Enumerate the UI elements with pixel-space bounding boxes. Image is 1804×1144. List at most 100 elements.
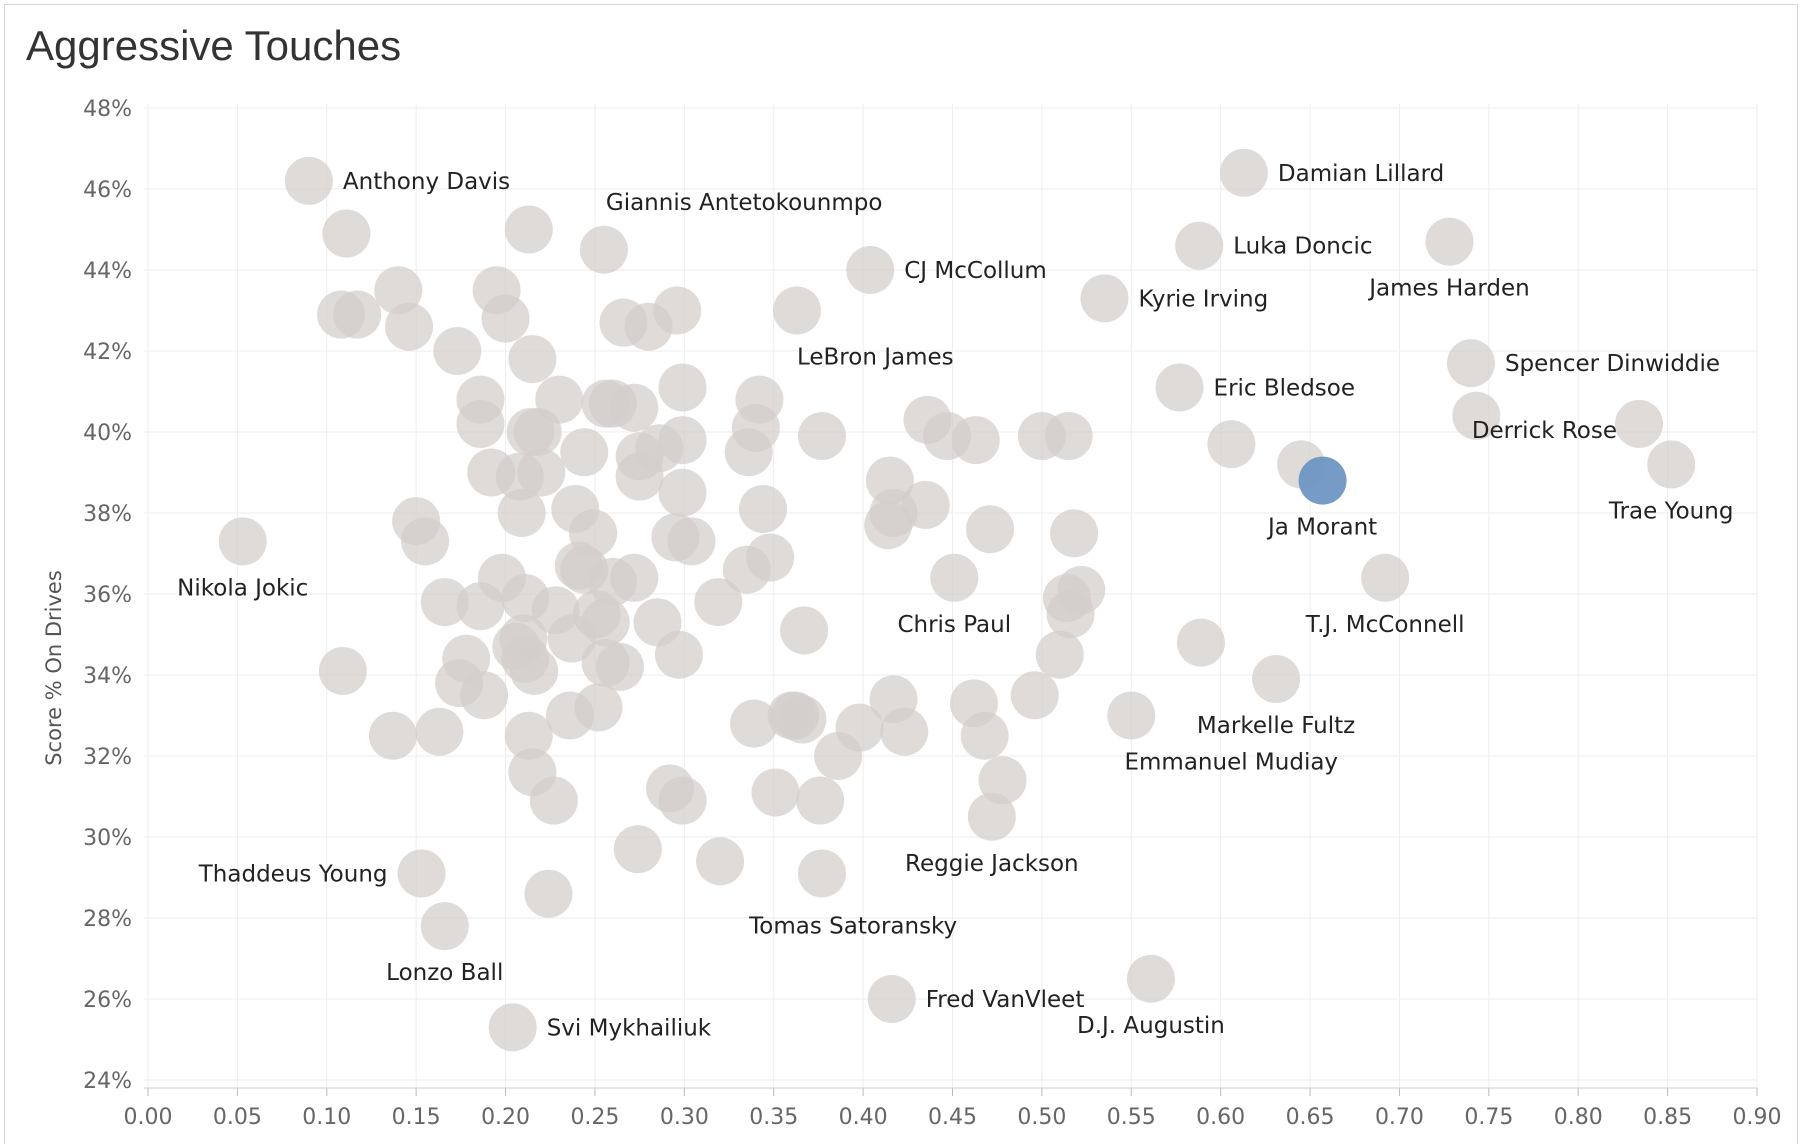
data-point xyxy=(322,209,371,258)
point-label: Ja Morant xyxy=(1266,515,1377,541)
x-tick-label: 0.50 xyxy=(1017,1105,1066,1130)
data-point xyxy=(547,614,596,663)
data-point xyxy=(797,412,846,461)
x-tick-label: 0.80 xyxy=(1554,1105,1603,1130)
data-point xyxy=(488,1003,537,1052)
point-label: LeBron James xyxy=(797,345,954,371)
point-label: Damian Lillard xyxy=(1278,161,1444,187)
data-point xyxy=(1155,363,1204,412)
data-point xyxy=(738,484,787,533)
data-point xyxy=(960,711,1009,760)
point-label: T.J. McConnell xyxy=(1305,612,1465,638)
x-tick-label: 0.60 xyxy=(1196,1105,1245,1130)
data-point xyxy=(529,776,578,825)
data-point xyxy=(613,825,662,874)
data-point xyxy=(658,776,707,825)
data-point xyxy=(780,606,829,655)
data-point xyxy=(368,711,417,760)
data-point xyxy=(751,768,800,817)
data-point xyxy=(513,408,562,456)
data-point xyxy=(318,646,367,695)
x-tick-label: 0.25 xyxy=(570,1105,619,1130)
point-label: Trae Young xyxy=(1608,498,1734,524)
data-point xyxy=(730,699,779,748)
data-point xyxy=(846,246,895,294)
point-label: Markelle Fultz xyxy=(1197,713,1355,739)
data-point xyxy=(433,327,482,375)
data-point xyxy=(658,468,707,517)
data-point xyxy=(1042,574,1091,623)
data-point xyxy=(508,335,557,384)
data-point xyxy=(1080,274,1129,323)
points-layer xyxy=(218,148,1696,1052)
point-label: Lonzo Ball xyxy=(386,960,503,986)
data-point xyxy=(951,416,1000,465)
data-point xyxy=(1207,420,1256,469)
data-point xyxy=(510,646,559,695)
data-point xyxy=(1126,954,1175,1003)
x-tick-label: 0.00 xyxy=(124,1105,173,1130)
data-point xyxy=(654,630,703,679)
data-point xyxy=(658,363,707,412)
point-label: Kyrie Irving xyxy=(1138,286,1268,312)
data-point xyxy=(667,517,716,566)
data-point xyxy=(1361,553,1410,602)
data-point xyxy=(1252,655,1301,704)
data-point xyxy=(1010,671,1059,720)
data-point xyxy=(517,448,566,497)
data-point xyxy=(1177,618,1226,667)
data-point xyxy=(595,642,644,691)
y-tick-label: 26% xyxy=(83,988,132,1013)
x-tick-label: 0.30 xyxy=(660,1105,709,1130)
x-tick-label: 0.85 xyxy=(1643,1105,1692,1130)
data-point xyxy=(560,428,609,477)
data-point xyxy=(1044,412,1093,461)
data-point xyxy=(1615,399,1664,448)
data-point xyxy=(1452,391,1501,440)
x-tick-label: 0.55 xyxy=(1107,1105,1156,1130)
y-tick-label: 44% xyxy=(83,259,132,284)
point-label: Spencer Dinwiddie xyxy=(1505,351,1720,377)
point-label: Nikola Jokic xyxy=(177,575,308,601)
x-tick-label: 0.40 xyxy=(839,1105,888,1130)
data-point xyxy=(524,869,573,918)
point-label: Thaddeus Young xyxy=(198,861,388,887)
data-point xyxy=(456,582,505,631)
data-point xyxy=(504,711,553,760)
data-point xyxy=(1107,691,1156,740)
data-point xyxy=(724,428,773,477)
data-point xyxy=(930,553,979,602)
data-point xyxy=(796,776,845,825)
point-label: Reggie Jackson xyxy=(905,851,1079,877)
data-point xyxy=(401,517,450,566)
point-label: Eric Bledsoe xyxy=(1214,375,1355,401)
x-tick-label: 0.05 xyxy=(213,1105,262,1130)
data-point xyxy=(966,505,1015,554)
data-point xyxy=(797,849,846,898)
data-point xyxy=(901,480,950,529)
data-point xyxy=(481,294,530,343)
data-point xyxy=(696,837,745,886)
point-label: Emmanuel Mudiay xyxy=(1124,750,1338,776)
data-point xyxy=(1035,630,1084,679)
y-tick-label: 42% xyxy=(83,340,132,365)
x-tick-label: 0.15 xyxy=(392,1105,441,1130)
x-tick-label: 0.90 xyxy=(1733,1105,1782,1130)
point-label: Chris Paul xyxy=(897,612,1011,638)
x-tick-label: 0.75 xyxy=(1464,1105,1513,1130)
y-tick-label: 32% xyxy=(83,745,132,770)
y-tick-label: 46% xyxy=(83,178,132,203)
data-point xyxy=(867,975,916,1023)
data-point xyxy=(497,489,546,537)
data-point xyxy=(385,302,434,351)
data-point xyxy=(456,399,505,448)
y-tick-label: 48% xyxy=(83,97,132,122)
y-tick-label: 36% xyxy=(83,583,132,608)
data-point xyxy=(694,578,743,627)
data-point xyxy=(1050,509,1099,558)
point-label: Giannis Antetokounmpo xyxy=(606,190,883,216)
data-point xyxy=(967,792,1016,841)
y-axis-label: Score % On Drives xyxy=(42,570,66,766)
data-point xyxy=(460,671,509,720)
data-point xyxy=(658,416,707,465)
